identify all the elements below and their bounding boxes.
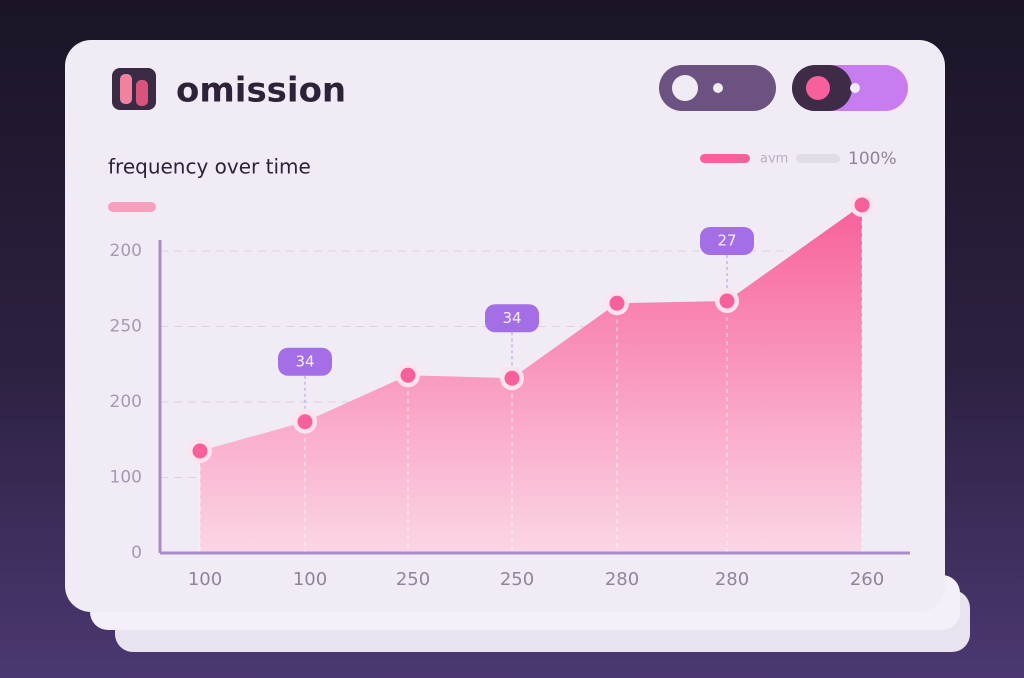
area [200,205,862,553]
legend-label: 100% [848,149,897,169]
marker [297,414,313,430]
legend-label: avm [760,152,788,167]
marker [609,295,625,311]
y-tick-label: 0 [131,543,142,563]
x-tick-label: 250 [396,569,430,590]
logo [112,68,156,110]
marker [719,293,735,309]
marker [854,197,870,213]
legend-swatch [700,154,750,163]
x-tick-label: 280 [605,569,639,590]
callout [485,304,539,333]
y-tick-label: 250 [110,317,142,337]
x-tick-label: 250 [500,569,534,590]
y-tick-label: 200 [110,241,142,261]
callout-label: 34 [502,309,521,327]
plot: 0 100 200 250 200 avm 100% 100 100 250 250 280 280 26… [110,149,910,590]
marker [192,443,208,459]
callout [700,227,754,255]
marker [504,370,520,386]
callout [278,347,332,376]
x-tick-label: 280 [715,569,749,590]
y-tick-label: 100 [110,468,142,488]
marker [400,367,416,383]
toggle[interactable] [659,65,776,111]
toggle[interactable] [792,65,908,111]
callout-label: 34 [295,352,314,370]
x-tick-label: 100 [293,569,327,590]
brand: omission [176,71,346,111]
y-tick-label: 200 [110,392,142,412]
x-tick-label: 100 [188,569,222,590]
chart-title: frequency over time [108,155,311,179]
title-accent [108,202,156,212]
x-tick-label: 260 [850,569,884,590]
callout-label: 27 [717,232,736,250]
legend-swatch [796,154,840,163]
